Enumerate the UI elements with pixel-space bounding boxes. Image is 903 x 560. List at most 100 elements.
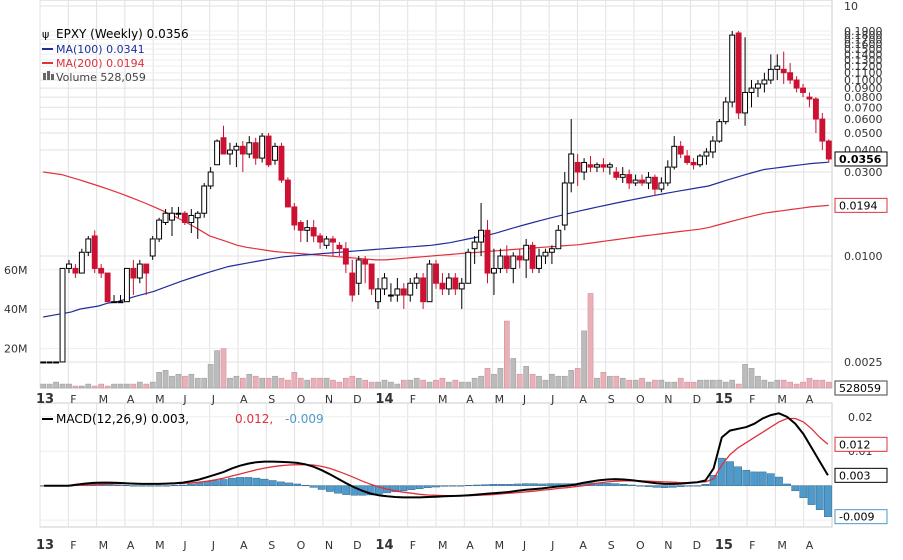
candle-body	[394, 288, 401, 296]
macd-signal-badge: 0.012	[839, 438, 871, 451]
macd-histogram-bar	[734, 466, 742, 486]
price-x-tick-label: 14	[375, 392, 393, 407]
candle-body	[91, 235, 98, 269]
price-y-tick-label: 0.0100	[844, 250, 883, 263]
volume-y-tick-label: 40M	[4, 303, 28, 316]
macd-histogram-bar	[260, 478, 269, 486]
candle-body	[671, 145, 678, 168]
macd-histogram-bar	[750, 471, 759, 486]
volume-bar	[85, 383, 92, 389]
candle-body	[774, 65, 781, 70]
macd-histogram-bar	[538, 483, 547, 486]
volume-bar	[304, 379, 311, 389]
candle-body	[523, 244, 530, 261]
price-x-tick-label: M	[438, 393, 448, 406]
price-x-tick-label: A	[466, 393, 474, 406]
candle-body	[239, 145, 246, 155]
candle-body	[111, 301, 117, 304]
volume-bar	[297, 377, 304, 389]
candle-body	[735, 32, 742, 114]
legend-title-icon: ψ	[42, 28, 49, 41]
volume-bar	[677, 377, 684, 389]
price-x-tick-label: M	[777, 393, 787, 406]
price-y-tick-label-dense: 0.1800	[844, 29, 883, 42]
volume-bar	[735, 383, 742, 389]
candle-body	[716, 121, 723, 142]
macd-x-tick-label: 15	[715, 538, 733, 553]
macd-histogram-bar	[775, 476, 783, 486]
macd-histogram-bar	[521, 483, 530, 486]
volume-bar	[516, 373, 523, 389]
price-y-tick-label: 0.0600	[844, 113, 883, 126]
candle-body	[387, 294, 394, 297]
macd-histogram-bar	[481, 484, 489, 486]
candle-body	[555, 229, 562, 250]
macd-histogram-bar	[309, 485, 318, 488]
volume-bar	[149, 381, 156, 389]
volume-bar	[252, 375, 259, 389]
price-y-tick-label-dense: 0.1300	[844, 54, 883, 67]
candle-body	[574, 161, 581, 173]
candle-body	[323, 238, 330, 246]
volume-bar	[98, 383, 104, 389]
candle-body	[619, 174, 626, 178]
macd-x-tick-label: O	[636, 539, 645, 552]
macd-histogram-bar	[350, 485, 359, 496]
volume-bar	[471, 377, 478, 389]
volume-bar	[355, 377, 362, 389]
volume-bar	[388, 381, 394, 389]
price-x-tick-label: A	[127, 393, 135, 406]
volume-bar	[136, 381, 143, 389]
macd-histogram-bar	[619, 484, 628, 486]
volume-bar	[111, 383, 117, 389]
price-y-tick-label: 0.0900	[844, 82, 883, 95]
macd-histogram-bar	[636, 485, 644, 487]
legend-title: EPXY (Weekly) 0.0356	[56, 27, 189, 41]
volume-bar	[697, 379, 703, 389]
macd-x-tick-label: A	[579, 539, 587, 552]
candle-body	[381, 277, 388, 290]
volume-bar	[478, 375, 484, 389]
volume-bar	[768, 381, 774, 389]
volume-bar	[800, 381, 806, 389]
price-x-tick-label: J	[211, 393, 215, 406]
price-x-tick-label: O	[636, 393, 645, 406]
macd-histogram-bar	[742, 469, 751, 486]
macd-histogram-bar	[432, 485, 440, 488]
macd-x-tick-label: J	[550, 539, 554, 552]
macd-x-tick-label: M	[438, 539, 448, 552]
candle-body	[503, 255, 510, 269]
volume-bar	[780, 379, 787, 389]
candle-body	[143, 263, 150, 274]
volume-bar	[117, 383, 124, 389]
candle-body	[375, 288, 381, 303]
macd-histogram-bar	[611, 483, 620, 486]
macd-x-tick-label: D	[693, 539, 701, 552]
legend-volume: Volume 528,059	[56, 71, 146, 84]
candle-body	[548, 248, 555, 253]
volume-bar	[755, 375, 761, 389]
candle-body	[529, 244, 536, 269]
price-y-tick-label: 10	[844, 0, 858, 13]
macd-histogram-bar	[146, 485, 155, 487]
volume-bar	[484, 368, 491, 389]
candle-body	[169, 212, 175, 221]
volume-bar	[658, 379, 665, 389]
volume-bar	[207, 364, 214, 389]
candle-body	[664, 166, 671, 184]
candle-body	[787, 72, 794, 81]
macd-histogram-bar	[187, 483, 195, 486]
candle-body	[452, 277, 459, 290]
volume-bar	[343, 377, 349, 389]
candle-body	[677, 145, 684, 155]
volume-bar	[774, 379, 781, 389]
macd-histogram-bar	[546, 483, 555, 486]
candle-body	[729, 34, 736, 103]
volume-bar	[182, 375, 188, 389]
volume-bar	[336, 381, 343, 389]
candle-body	[272, 145, 278, 161]
macd-x-tick-label: A	[466, 539, 474, 552]
candle-body	[426, 263, 433, 303]
macd-x-tick-label: J	[211, 539, 215, 552]
